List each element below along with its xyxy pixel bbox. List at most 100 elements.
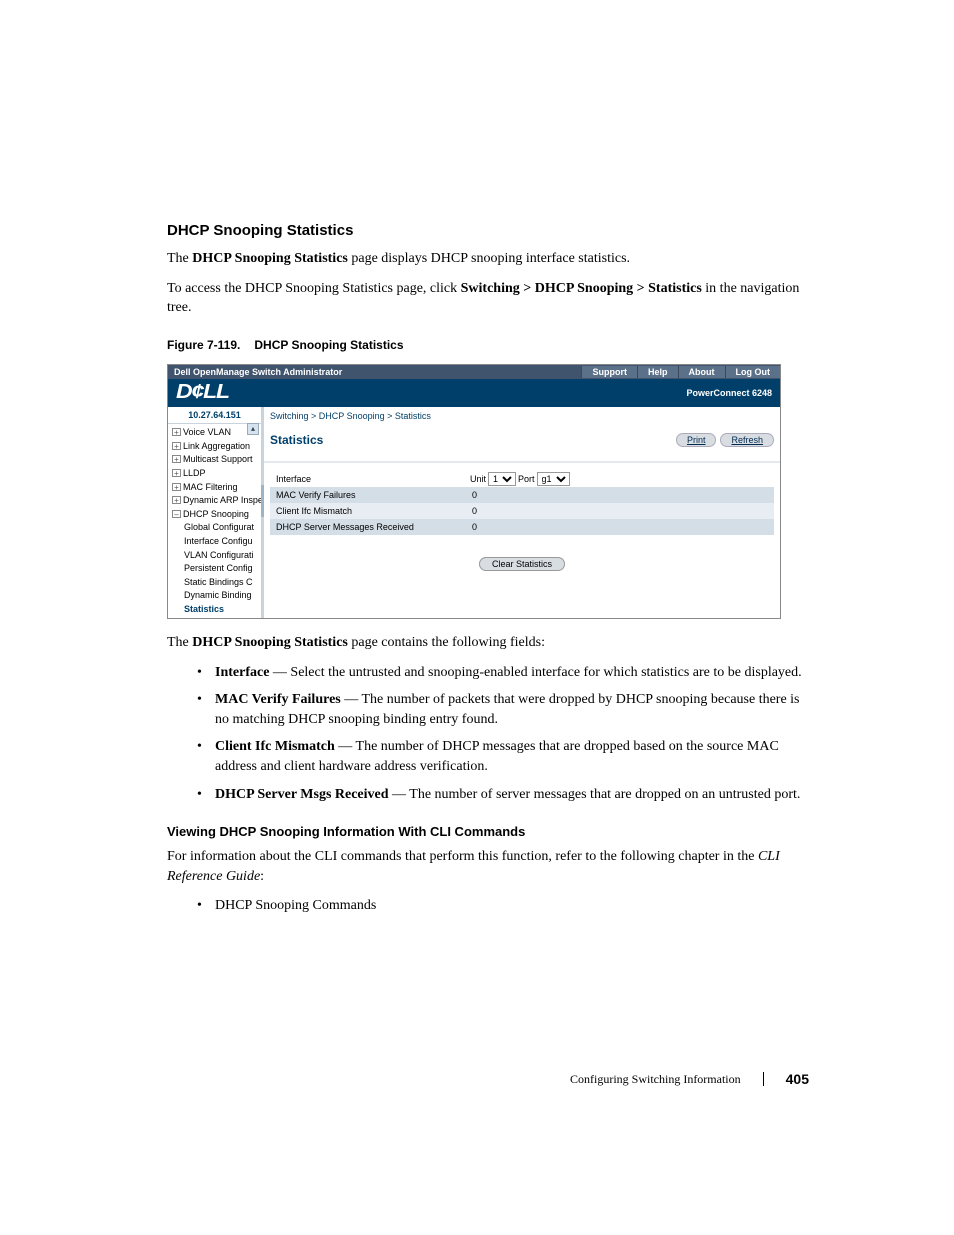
topbar-nav: Support Help About Log Out xyxy=(581,366,780,378)
list-item: MAC Verify Failures — The number of pack… xyxy=(197,690,809,729)
nav-paragraph: To access the DHCP Snooping Statistics p… xyxy=(167,279,809,318)
list-item: DHCP Server Msgs Received — The number o… xyxy=(197,785,809,805)
tree-label: Link Aggregation xyxy=(183,441,250,451)
unit-select[interactable]: 1 xyxy=(488,472,516,486)
tree-node[interactable]: VLAN Configurati xyxy=(172,548,261,562)
port-select[interactable]: g1 xyxy=(537,472,570,486)
expand-icon[interactable]: – xyxy=(172,510,181,518)
print-button[interactable]: Print xyxy=(676,433,717,447)
tree-node[interactable]: +Multicast Support xyxy=(172,453,261,467)
cli-heading: Viewing DHCP Snooping Information With C… xyxy=(167,824,809,839)
interface-label: Interface xyxy=(270,474,470,484)
nav-tree[interactable]: +Voice VLAN+Link Aggregation+Multicast S… xyxy=(168,424,261,618)
table-row-interface: Interface Unit 1 Port g1 xyxy=(270,471,774,487)
cli-paragraph: For information about the CLI commands t… xyxy=(167,847,809,886)
tree-node[interactable]: Interface Configu xyxy=(172,535,261,549)
bold-text: DHCP Snooping Statistics xyxy=(192,251,348,266)
expand-icon[interactable]: + xyxy=(172,442,181,450)
tree-label: MAC Filtering xyxy=(183,482,238,492)
intro-paragraph: The DHCP Snooping Statistics page displa… xyxy=(167,249,809,269)
stat-label: DHCP Server Messages Received xyxy=(270,522,470,532)
field-term: DHCP Server Msgs Received xyxy=(215,787,389,802)
nav-help[interactable]: Help xyxy=(637,366,678,378)
text: : xyxy=(260,869,264,884)
list-item: DHCP Snooping Commands xyxy=(197,896,809,916)
document-page: DHCP Snooping Statistics The DHCP Snoopi… xyxy=(0,0,954,916)
tree-node[interactable]: –DHCP Snooping xyxy=(172,507,261,521)
nav-support[interactable]: Support xyxy=(581,366,637,378)
dell-logo: D¢LL xyxy=(176,381,229,404)
list-item: Interface — Select the untrusted and sno… xyxy=(197,663,809,683)
tree-label: VLAN Configurati xyxy=(184,550,254,560)
text: DHCP Snooping Commands xyxy=(215,898,376,913)
page-number: 405 xyxy=(786,1071,809,1087)
text: page displays DHCP snooping interface st… xyxy=(348,251,630,266)
footer-chapter: Configuring Switching Information xyxy=(570,1072,741,1087)
refresh-button[interactable]: Refresh xyxy=(720,433,774,447)
bold-text: DHCP Snooping Statistics xyxy=(192,635,348,650)
stat-label: MAC Verify Failures xyxy=(270,490,470,500)
tree-label: Dynamic ARP Inspe xyxy=(183,495,261,505)
nav-tree-sidebar: 10.27.64.151 ▴ +Voice VLAN+Link Aggregat… xyxy=(168,407,264,618)
figure-title: DHCP Snooping Statistics xyxy=(254,338,403,352)
field-desc: — Select the untrusted and snooping-enab… xyxy=(269,665,801,680)
tree-label: Dynamic Binding xyxy=(184,590,252,600)
figure-number: Figure 7-119. xyxy=(167,338,240,352)
stat-value: 0 xyxy=(470,506,774,516)
expand-icon[interactable]: + xyxy=(172,496,181,504)
table-row: Client Ifc Mismatch0 xyxy=(270,503,774,519)
tree-node[interactable]: +MAC Filtering xyxy=(172,480,261,494)
section-heading: DHCP Snooping Statistics xyxy=(167,222,809,239)
expand-icon[interactable]: + xyxy=(172,428,181,436)
cli-list: DHCP Snooping Commands xyxy=(197,896,809,916)
expand-icon[interactable]: + xyxy=(172,469,181,477)
stats-table: Interface Unit 1 Port g1 MAC Verify Fail… xyxy=(270,471,774,535)
app-title: Dell OpenManage Switch Administrator xyxy=(168,367,581,377)
text: page contains the following fields: xyxy=(348,635,545,650)
tree-label: Persistent Config xyxy=(184,563,253,573)
tree-node[interactable]: +Link Aggregation xyxy=(172,439,261,453)
stat-value: 0 xyxy=(470,490,774,500)
text: For information about the CLI commands t… xyxy=(167,849,758,864)
field-term: MAC Verify Failures xyxy=(215,692,341,707)
tree-node[interactable]: Dynamic Binding xyxy=(172,589,261,603)
tree-node[interactable]: Statistics xyxy=(172,603,261,617)
screenshot-figure: Dell OpenManage Switch Administrator Sup… xyxy=(167,364,781,619)
tree-node[interactable]: Static Bindings C xyxy=(172,575,261,589)
field-term: Interface xyxy=(215,665,269,680)
tree-label: DHCP Snooping xyxy=(183,509,249,519)
stat-value: 0 xyxy=(470,522,774,532)
app-body: 10.27.64.151 ▴ +Voice VLAN+Link Aggregat… xyxy=(168,407,780,618)
panel-header: Statistics Print Refresh xyxy=(264,425,780,463)
expand-icon[interactable]: + xyxy=(172,455,181,463)
main-panel: Switching > DHCP Snooping > Statistics S… xyxy=(264,407,780,618)
tree-label: Voice VLAN xyxy=(183,427,231,437)
nav-logout[interactable]: Log Out xyxy=(725,366,781,378)
breadcrumb: Switching > DHCP Snooping > Statistics xyxy=(264,407,780,425)
fields-intro: The DHCP Snooping Statistics page contai… xyxy=(167,633,809,653)
clear-row: Clear Statistics xyxy=(264,541,780,586)
figure-caption: Figure 7-119. DHCP Snooping Statistics xyxy=(167,338,809,352)
tree-label: Multicast Support xyxy=(183,454,253,464)
text: The xyxy=(167,635,192,650)
footer-separator xyxy=(763,1072,764,1086)
list-item: Client Ifc Mismatch — The number of DHCP… xyxy=(197,737,809,776)
tree-node[interactable]: +Dynamic ARP Inspe xyxy=(172,494,261,508)
tree-node[interactable]: +LLDP xyxy=(172,467,261,481)
page-footer: Configuring Switching Information 405 xyxy=(570,1071,809,1087)
app-topbar: Dell OpenManage Switch Administrator Sup… xyxy=(168,365,780,379)
tree-node[interactable]: Global Configurat xyxy=(172,521,261,535)
expand-icon[interactable]: + xyxy=(172,483,181,491)
stat-label: Client Ifc Mismatch xyxy=(270,506,470,516)
field-term: Client Ifc Mismatch xyxy=(215,739,335,754)
clear-statistics-button[interactable]: Clear Statistics xyxy=(479,557,565,571)
device-ip: 10.27.64.151 xyxy=(168,407,261,424)
scroll-up-icon[interactable]: ▴ xyxy=(247,423,259,435)
field-list: Interface — Select the untrusted and sno… xyxy=(197,663,809,805)
text: The xyxy=(167,251,192,266)
table-row: MAC Verify Failures0 xyxy=(270,487,774,503)
tree-node[interactable]: Persistent Config xyxy=(172,562,261,576)
tree-label: Interface Configu xyxy=(184,536,253,546)
port-label: Port xyxy=(518,474,535,484)
nav-about[interactable]: About xyxy=(678,366,725,378)
